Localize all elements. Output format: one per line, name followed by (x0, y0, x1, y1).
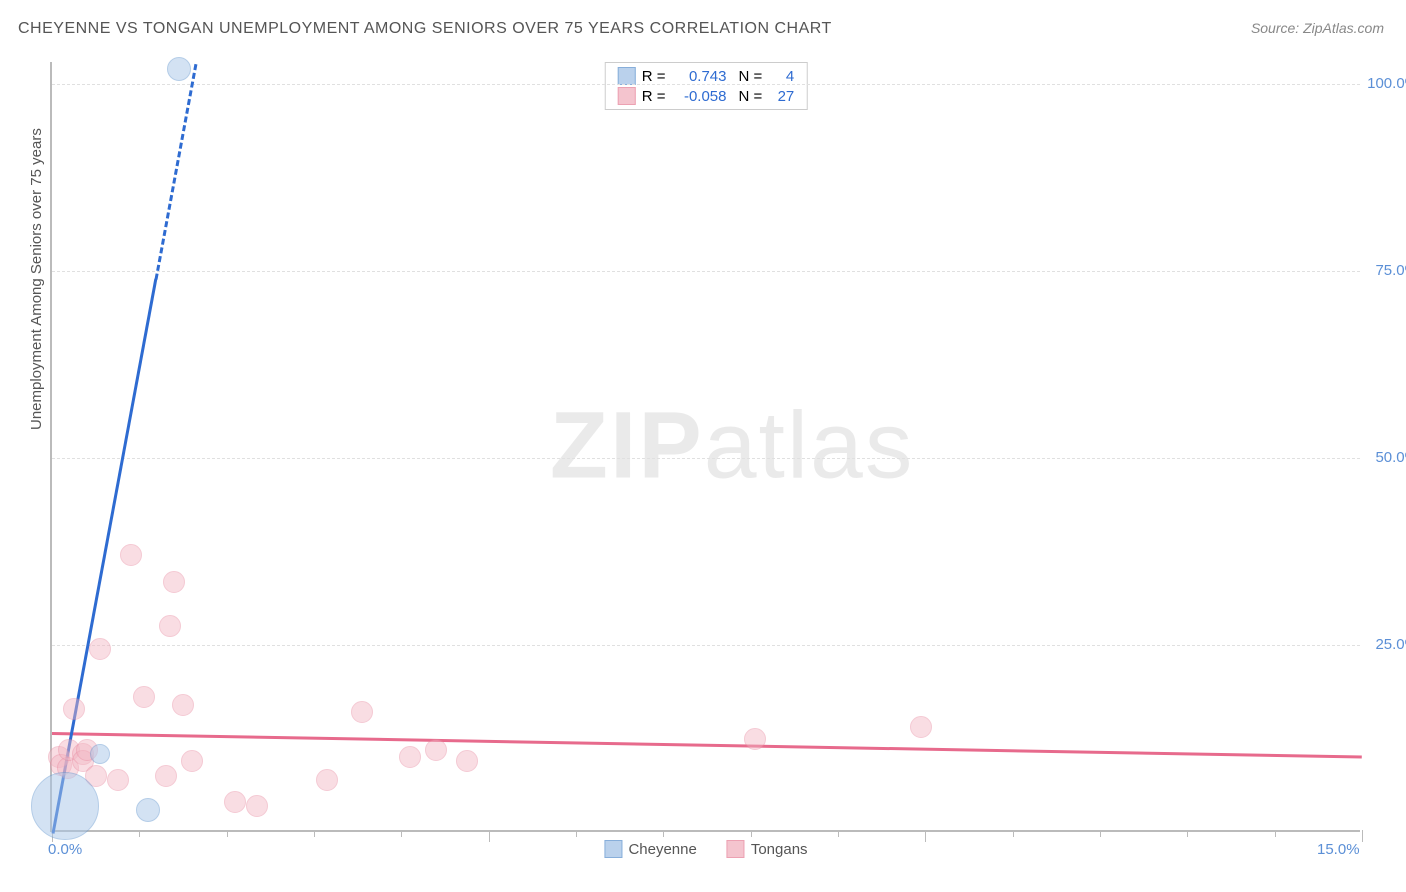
tongans-point (181, 750, 203, 772)
tongans-point (456, 750, 478, 772)
tongans-point (133, 686, 155, 708)
x-tick (139, 830, 140, 837)
y-tick-label: 75.0% (1375, 262, 1406, 279)
tongans-point (120, 544, 142, 566)
correlation-legend: R = 0.743 N = 4 R = -0.058 N = 27 (605, 62, 808, 110)
x-tick-label: 0.0% (48, 841, 82, 858)
tongans-swatch (727, 840, 745, 858)
watermark: ZIPatlas (550, 392, 914, 501)
cheyenne-label: Cheyenne (628, 841, 696, 858)
x-tick (1187, 830, 1188, 837)
r-label: R = (642, 68, 666, 85)
n-label: N = (739, 68, 763, 85)
tongans-point (159, 615, 181, 637)
x-tick (1275, 830, 1276, 837)
series-legend: Cheyenne Tongans (604, 840, 807, 858)
source-attribution: Source: ZipAtlas.com (1251, 20, 1384, 36)
tongans-r-value: -0.058 (672, 88, 727, 105)
tongans-point (172, 694, 194, 716)
x-tick (1100, 830, 1101, 837)
gridline (52, 458, 1360, 459)
x-tick (227, 830, 228, 837)
legend-row-cheyenne: R = 0.743 N = 4 (618, 67, 795, 85)
legend-cheyenne: Cheyenne (604, 840, 696, 858)
tongans-swatch (618, 87, 636, 105)
tongans-point (163, 571, 185, 593)
legend-row-tongans: R = -0.058 N = 27 (618, 87, 795, 105)
x-tick (401, 830, 402, 837)
watermark-bold: ZIP (550, 393, 704, 499)
x-tick (838, 830, 839, 837)
trendline (52, 732, 1362, 758)
cheyenne-point (31, 772, 99, 840)
n-label: N = (739, 88, 763, 105)
tongans-point (351, 701, 373, 723)
gridline (52, 84, 1360, 85)
cheyenne-swatch (618, 67, 636, 85)
x-tick (1362, 830, 1363, 842)
x-tick (751, 830, 752, 837)
cheyenne-point (90, 744, 110, 764)
cheyenne-swatch (604, 840, 622, 858)
tongans-label: Tongans (751, 841, 808, 858)
gridline (52, 271, 1360, 272)
cheyenne-point (136, 798, 160, 822)
y-tick-label: 100.0% (1367, 75, 1406, 92)
watermark-light: atlas (704, 393, 915, 499)
plot-area: ZIPatlas R = 0.743 N = 4 R = -0.058 N = … (50, 62, 1360, 832)
cheyenne-n-value: 4 (768, 68, 794, 85)
x-tick (314, 830, 315, 837)
tongans-point (910, 716, 932, 738)
x-tick (925, 830, 926, 842)
tongans-point (425, 739, 447, 761)
tongans-point (155, 765, 177, 787)
x-tick (489, 830, 490, 842)
x-tick-label: 15.0% (1317, 841, 1360, 858)
x-tick (576, 830, 577, 837)
tongans-point (107, 769, 129, 791)
cheyenne-point (167, 57, 191, 81)
y-tick-label: 25.0% (1375, 636, 1406, 653)
y-tick-label: 50.0% (1375, 449, 1406, 466)
gridline (52, 645, 1360, 646)
x-tick (1013, 830, 1014, 837)
x-tick (663, 830, 664, 837)
tongans-point (224, 791, 246, 813)
tongans-n-value: 27 (768, 88, 794, 105)
y-axis-label: Unemployment Among Seniors over 75 years (28, 128, 45, 430)
tongans-point (744, 728, 766, 750)
tongans-point (63, 698, 85, 720)
tongans-point (246, 795, 268, 817)
chart-title: CHEYENNE VS TONGAN UNEMPLOYMENT AMONG SE… (18, 20, 832, 38)
legend-tongans: Tongans (727, 840, 808, 858)
trendline-dashed (155, 63, 198, 279)
tongans-point (316, 769, 338, 791)
tongans-point (89, 638, 111, 660)
tongans-point (399, 746, 421, 768)
cheyenne-r-value: 0.743 (672, 68, 727, 85)
r-label: R = (642, 88, 666, 105)
